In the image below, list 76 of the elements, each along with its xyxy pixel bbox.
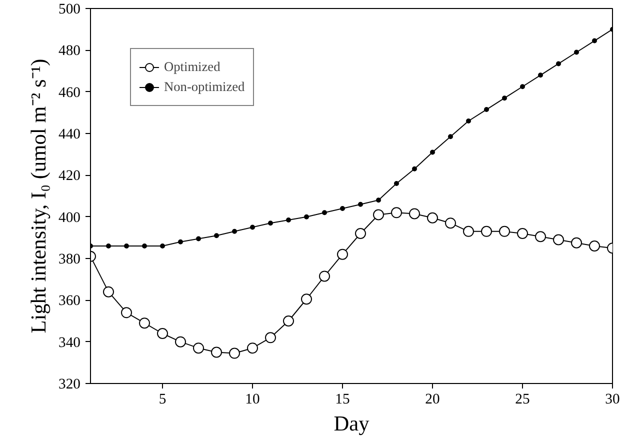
point xyxy=(304,214,309,220)
point xyxy=(157,328,168,339)
y-tick-label: 320 xyxy=(58,376,80,392)
y-tick-label: 480 xyxy=(58,43,80,60)
point xyxy=(412,166,417,172)
x-tick-label: 30 xyxy=(605,392,620,408)
point xyxy=(247,342,258,354)
point xyxy=(340,206,345,211)
point xyxy=(196,236,201,242)
x-axis-title: Day xyxy=(334,412,370,436)
point xyxy=(499,226,510,237)
point xyxy=(283,316,294,326)
point xyxy=(589,240,600,252)
point xyxy=(517,228,528,239)
y-axis-title: Light intensity, I₀ (umol m⁻² s⁻¹) xyxy=(26,58,51,334)
point xyxy=(463,226,474,237)
point xyxy=(337,248,348,260)
point xyxy=(319,270,330,282)
point xyxy=(139,318,150,329)
point xyxy=(124,244,129,248)
y-tick-label: 340 xyxy=(58,334,80,351)
y-tick-label: 400 xyxy=(58,210,80,226)
point xyxy=(409,208,420,220)
point xyxy=(553,234,564,246)
y-tick-label: 360 xyxy=(58,293,80,310)
point xyxy=(445,218,456,229)
point xyxy=(265,332,276,344)
point xyxy=(376,198,381,203)
point xyxy=(574,50,579,55)
point xyxy=(391,207,402,218)
point xyxy=(103,286,114,298)
point xyxy=(268,220,273,226)
point xyxy=(358,202,363,207)
x-tick-label: 10 xyxy=(245,392,260,408)
point xyxy=(142,244,147,248)
point xyxy=(232,228,237,234)
y-tick-label: 380 xyxy=(58,252,80,268)
point xyxy=(520,84,525,90)
x-tick-label: 5 xyxy=(158,392,166,408)
point xyxy=(160,244,165,248)
x-tick-label: 15 xyxy=(335,392,350,408)
y-tick-label: 500 xyxy=(58,2,80,18)
point xyxy=(193,342,204,354)
point xyxy=(556,61,561,66)
point xyxy=(535,231,546,242)
point xyxy=(484,107,489,112)
point xyxy=(592,38,597,44)
point xyxy=(430,150,435,155)
point xyxy=(448,134,453,140)
legend-label: Optimized xyxy=(164,59,220,75)
point xyxy=(373,209,384,220)
point xyxy=(355,228,366,239)
x-tick-label: 25 xyxy=(515,392,530,408)
point xyxy=(502,96,507,101)
point xyxy=(229,348,240,359)
point xyxy=(178,239,183,244)
point xyxy=(286,217,291,222)
point xyxy=(121,307,132,318)
point xyxy=(427,212,438,224)
point xyxy=(466,118,471,124)
point xyxy=(571,237,582,248)
x-tick-label: 20 xyxy=(425,392,440,408)
legend-label: Non-optimized xyxy=(164,79,245,95)
point xyxy=(394,181,399,186)
point xyxy=(211,346,222,358)
y-tick-label: 440 xyxy=(58,126,80,142)
point xyxy=(322,210,327,216)
point xyxy=(481,226,492,237)
point xyxy=(250,224,255,230)
point xyxy=(175,336,186,348)
y-tick-label: 460 xyxy=(58,84,80,101)
point xyxy=(301,294,312,305)
y-tick-label: 420 xyxy=(58,168,80,184)
point xyxy=(106,244,111,248)
point xyxy=(538,72,543,78)
point xyxy=(214,233,219,238)
